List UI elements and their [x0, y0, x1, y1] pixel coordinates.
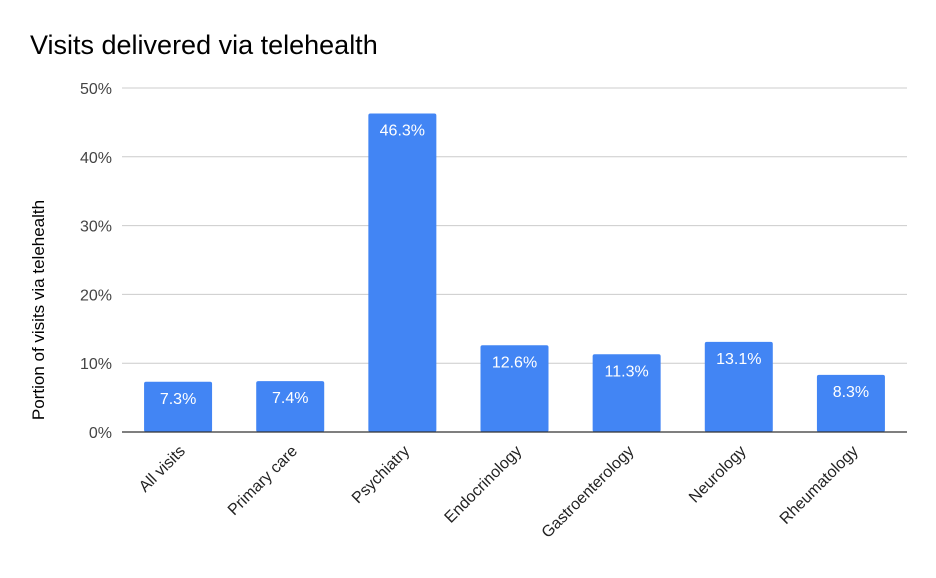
bar [816, 374, 885, 432]
gridlines [122, 87, 907, 364]
x-tick-label: Gastroenterology [539, 443, 638, 542]
y-axis-ticks: 0% 10% 20% 30% 40% 50% [80, 81, 112, 442]
x-tick-label: Rheumatology [777, 443, 862, 528]
y-tick-label: 40% [80, 150, 112, 167]
x-tick-label: Endocrinology [442, 443, 526, 527]
bar-data-label: 46.3% [380, 122, 425, 139]
bar-data-label: 7.3% [160, 391, 196, 408]
chart-title: Visits delivered via telehealth [30, 30, 378, 60]
x-axis-ticks: All visits Primary care Psychiatry Endocrin… [136, 443, 862, 542]
bar-data-labels: 7.3% 7.4% 46.3% 12.6% 11.3% 13.1% 8.3% [160, 122, 869, 407]
bar [256, 381, 325, 432]
bar [368, 113, 437, 433]
y-axis-label: Portion of visits via telehealth [29, 200, 48, 420]
bar [592, 354, 661, 432]
x-tick-label: Psychiatry [349, 443, 413, 507]
y-tick-label: 0% [89, 425, 112, 442]
y-tick-label: 10% [80, 356, 112, 373]
bar-data-label: 13.1% [716, 351, 761, 368]
bar [144, 381, 213, 432]
y-tick-label: 20% [80, 287, 112, 304]
x-tick-label: Neurology [686, 443, 750, 507]
bar-data-label: 7.4% [272, 390, 308, 407]
bar-data-label: 8.3% [833, 384, 869, 401]
bar-data-label: 12.6% [492, 354, 537, 371]
x-tick-label: All visits [136, 443, 189, 496]
y-tick-label: 50% [80, 81, 112, 98]
bar [480, 345, 549, 432]
bars [144, 113, 885, 433]
y-tick-label: 30% [80, 219, 112, 236]
bar-data-label: 11.3% [605, 363, 649, 380]
x-tick-label: Primary care [225, 443, 301, 519]
bar [704, 341, 773, 432]
